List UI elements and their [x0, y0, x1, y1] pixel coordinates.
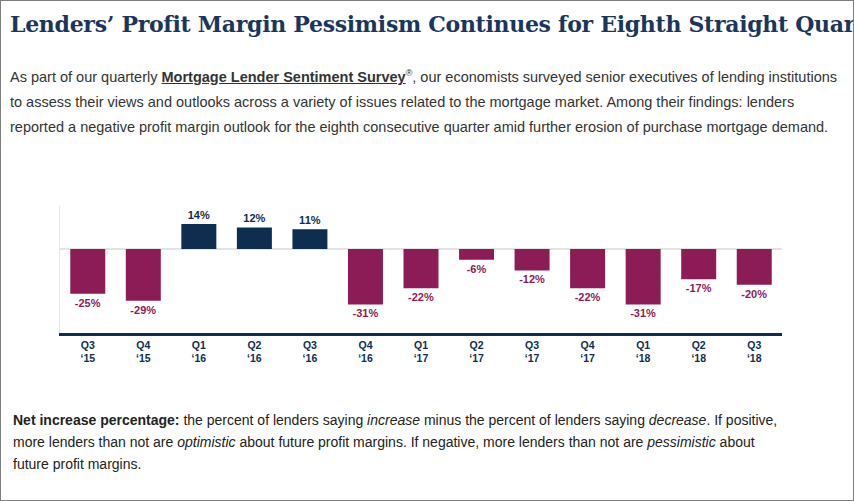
svg-text:Q3‘15: Q3‘15 — [80, 339, 95, 363]
svg-text:Q2‘17: Q2‘17 — [469, 339, 484, 363]
svg-text:-6%: -6% — [467, 263, 487, 275]
svg-text:14%: 14% — [188, 209, 210, 221]
svg-text:Q4‘16: Q4‘16 — [358, 339, 373, 363]
svg-text:12%: 12% — [243, 212, 265, 224]
svg-text:-31%: -31% — [353, 307, 379, 319]
svg-text:Q1‘16: Q1‘16 — [192, 339, 207, 363]
svg-text:Q3‘16: Q3‘16 — [303, 339, 318, 363]
svg-text:-12%: -12% — [519, 273, 545, 285]
svg-text:Q3‘18: Q3‘18 — [747, 339, 762, 363]
svg-text:Q2‘16: Q2‘16 — [247, 339, 262, 363]
svg-text:-22%: -22% — [408, 291, 434, 303]
svg-text:Q1‘17: Q1‘17 — [414, 339, 429, 363]
svg-text:Q4‘17: Q4‘17 — [580, 339, 595, 363]
html-text:Net increase percentage: the p: Net increase percentage: the percent of … — [13, 412, 778, 472]
svg-text:Q2‘18: Q2‘18 — [691, 339, 706, 363]
html-text:As part of our quarterly Mortg: As part of our quarterly Mortgage Lender… — [10, 68, 837, 135]
svg-text:-22%: -22% — [575, 291, 601, 303]
svg-text:-20%: -20% — [741, 288, 767, 300]
svg-text:Q3‘17: Q3‘17 — [525, 339, 540, 363]
svg-text:-31%: -31% — [630, 307, 656, 319]
svg-text:-25%: -25% — [75, 297, 101, 309]
svg-text:-29%: -29% — [130, 304, 156, 316]
svg-text:11%: 11% — [299, 214, 321, 226]
svg-text:Q1‘18: Q1‘18 — [636, 339, 651, 363]
svg-text:-17%: -17% — [686, 282, 712, 294]
svg-text:Q4‘15: Q4‘15 — [136, 339, 151, 363]
